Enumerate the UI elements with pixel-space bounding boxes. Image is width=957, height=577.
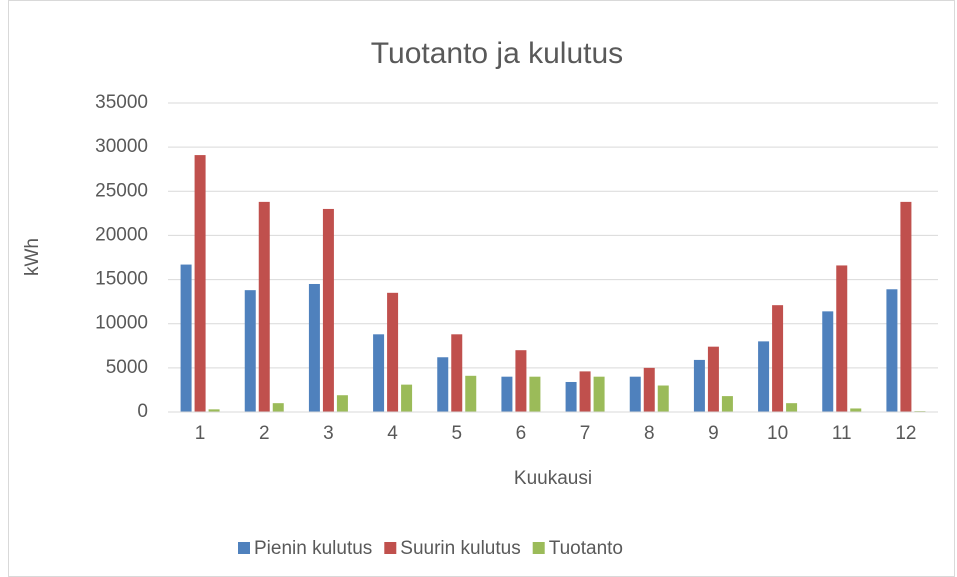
- x-tick-label: 3: [323, 423, 334, 444]
- legend-swatch: [238, 542, 250, 554]
- bar: [900, 201, 912, 412]
- bar: [322, 208, 334, 412]
- bar: [657, 385, 669, 412]
- bar: [886, 289, 898, 412]
- x-tick-label: 2: [259, 423, 270, 444]
- x-tick-label: 1: [195, 423, 206, 444]
- bar: [707, 346, 719, 412]
- x-tick-label: 9: [708, 423, 719, 444]
- x-tick-label: 6: [516, 423, 527, 444]
- bar: [693, 359, 705, 412]
- bar: [579, 371, 591, 412]
- y-tick-label: 10000: [95, 313, 148, 334]
- bar: [244, 290, 256, 412]
- chart-title: Tuotanto ja kulutus: [371, 37, 623, 70]
- x-tick-label: 11: [832, 423, 852, 444]
- y-tick-label: 5000: [106, 357, 148, 378]
- bar: [272, 403, 284, 412]
- y-tick-label: 35000: [95, 92, 148, 113]
- y-tick-label: 15000: [95, 269, 148, 290]
- x-tick-label: 4: [387, 423, 398, 444]
- bar: [529, 376, 541, 412]
- bar: [387, 292, 399, 412]
- legend-swatch: [532, 542, 545, 554]
- legend-swatch: [384, 542, 397, 554]
- bar: [629, 376, 641, 412]
- chart-frame: [8, 0, 955, 577]
- bar: [772, 305, 784, 412]
- bar: [565, 381, 577, 412]
- bar: [643, 367, 655, 412]
- bar: [437, 357, 449, 412]
- bar: [786, 403, 798, 412]
- bar: [180, 264, 192, 412]
- bar: [822, 311, 834, 412]
- bar: [593, 376, 605, 412]
- y-tick-label: 0: [137, 401, 148, 422]
- bar: [308, 283, 320, 412]
- bar: [194, 155, 206, 413]
- bar: [758, 341, 770, 412]
- bar: [258, 201, 270, 412]
- x-tick-label: 8: [644, 423, 655, 444]
- x-tick-label: 5: [451, 423, 462, 444]
- bar: [401, 384, 413, 412]
- y-tick-label: 20000: [95, 224, 148, 245]
- x-axis-label: Kuukausi: [514, 468, 592, 489]
- x-tick-label: 10: [767, 423, 788, 444]
- y-tick-label: 30000: [95, 136, 148, 157]
- x-tick-label: 12: [895, 423, 916, 444]
- bar: [451, 334, 463, 412]
- bar: [850, 408, 862, 412]
- bar: [501, 376, 513, 412]
- legend-label: Tuotanto: [549, 538, 623, 559]
- bar: [373, 334, 385, 412]
- y-axis-label: kWh: [22, 238, 43, 276]
- legend-label: Pienin kulutus: [254, 538, 372, 559]
- bar: [721, 396, 733, 412]
- bar: [515, 350, 527, 412]
- bar: [465, 375, 477, 412]
- legend-label: Suurin kulutus: [400, 538, 520, 559]
- bar: [336, 395, 348, 412]
- y-tick-label: 25000: [95, 180, 148, 201]
- x-tick-label: 7: [580, 423, 591, 444]
- bar: [208, 409, 220, 412]
- bar: [836, 265, 848, 412]
